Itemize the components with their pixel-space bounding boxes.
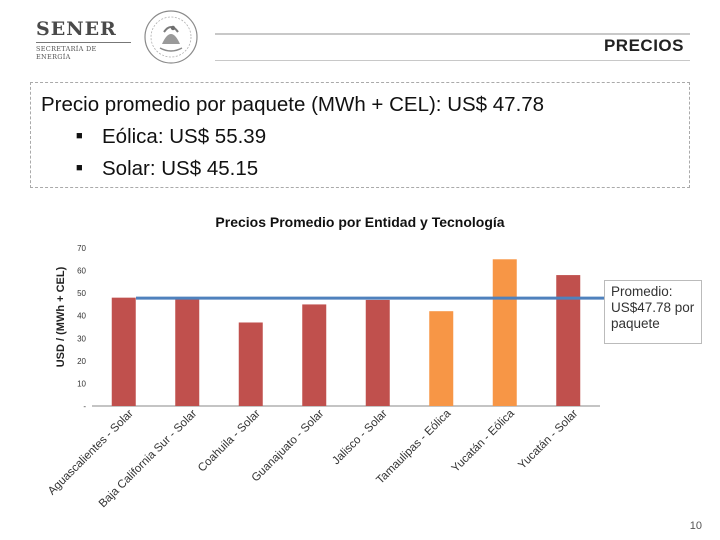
- average-annotation: Promedio: US$47.78 por paquete: [604, 280, 702, 344]
- x-tick-label: Yucatán - Solar: [516, 408, 580, 472]
- sener-logo: SENER SECRETARÍA DE ENERGÍA: [36, 18, 131, 61]
- bar: [302, 304, 327, 406]
- y-tick-label: 40: [77, 312, 86, 321]
- y-tick-label: 20: [77, 357, 86, 366]
- bullet-text: Solar: US$ 45.15: [102, 157, 259, 180]
- x-tick-label: Yucatán - Eólica: [450, 407, 518, 475]
- bullet-square-icon: ■: [76, 129, 83, 142]
- bar: [175, 297, 200, 406]
- summary-bullet-eolica: ■ Eólica: US$ 55.39: [76, 125, 266, 149]
- bar: [492, 259, 517, 406]
- logo-subtitle: SECRETARÍA DE ENERGÍA: [36, 42, 131, 61]
- bullet-square-icon: ■: [76, 161, 83, 174]
- summary-box: Precio promedio por paquete (MWh + CEL):…: [30, 82, 690, 188]
- x-tick-label: Jalisco - Solar: [330, 408, 390, 468]
- bar: [556, 275, 581, 406]
- y-tick-label: 30: [77, 334, 86, 343]
- x-tick-label: Guanajuato - Solar: [250, 408, 327, 485]
- chart-title: Precios Promedio por Entidad y Tecnologí…: [215, 214, 505, 230]
- bar: [365, 299, 390, 406]
- y-tick-label: 60: [77, 267, 86, 276]
- page-title: PRECIOS: [603, 36, 684, 55]
- mexican-coat-of-arms-icon: [144, 10, 198, 64]
- y-axis-label: USD / (MWh + CEL): [55, 266, 67, 367]
- y-tick-label: 10: [77, 379, 86, 388]
- logo-title: SENER: [36, 18, 117, 40]
- page-number: 10: [689, 520, 702, 532]
- x-tick-label: Coahuila - Solar: [196, 408, 263, 475]
- header-divider-bottom: [215, 60, 690, 61]
- bullet-text: Eólica: US$ 55.39: [102, 125, 267, 148]
- bar: [238, 322, 263, 406]
- summary-main-text: Precio promedio por paquete (MWh + CEL):…: [41, 93, 545, 116]
- y-tick-label: 50: [77, 289, 86, 298]
- y-tick-label: 70: [77, 244, 86, 253]
- y-tick-label: -: [83, 402, 86, 411]
- bar: [429, 311, 454, 406]
- bar: [111, 297, 136, 406]
- summary-bullet-solar: ■ Solar: US$ 45.15: [76, 157, 258, 181]
- header-divider-top: [215, 33, 690, 35]
